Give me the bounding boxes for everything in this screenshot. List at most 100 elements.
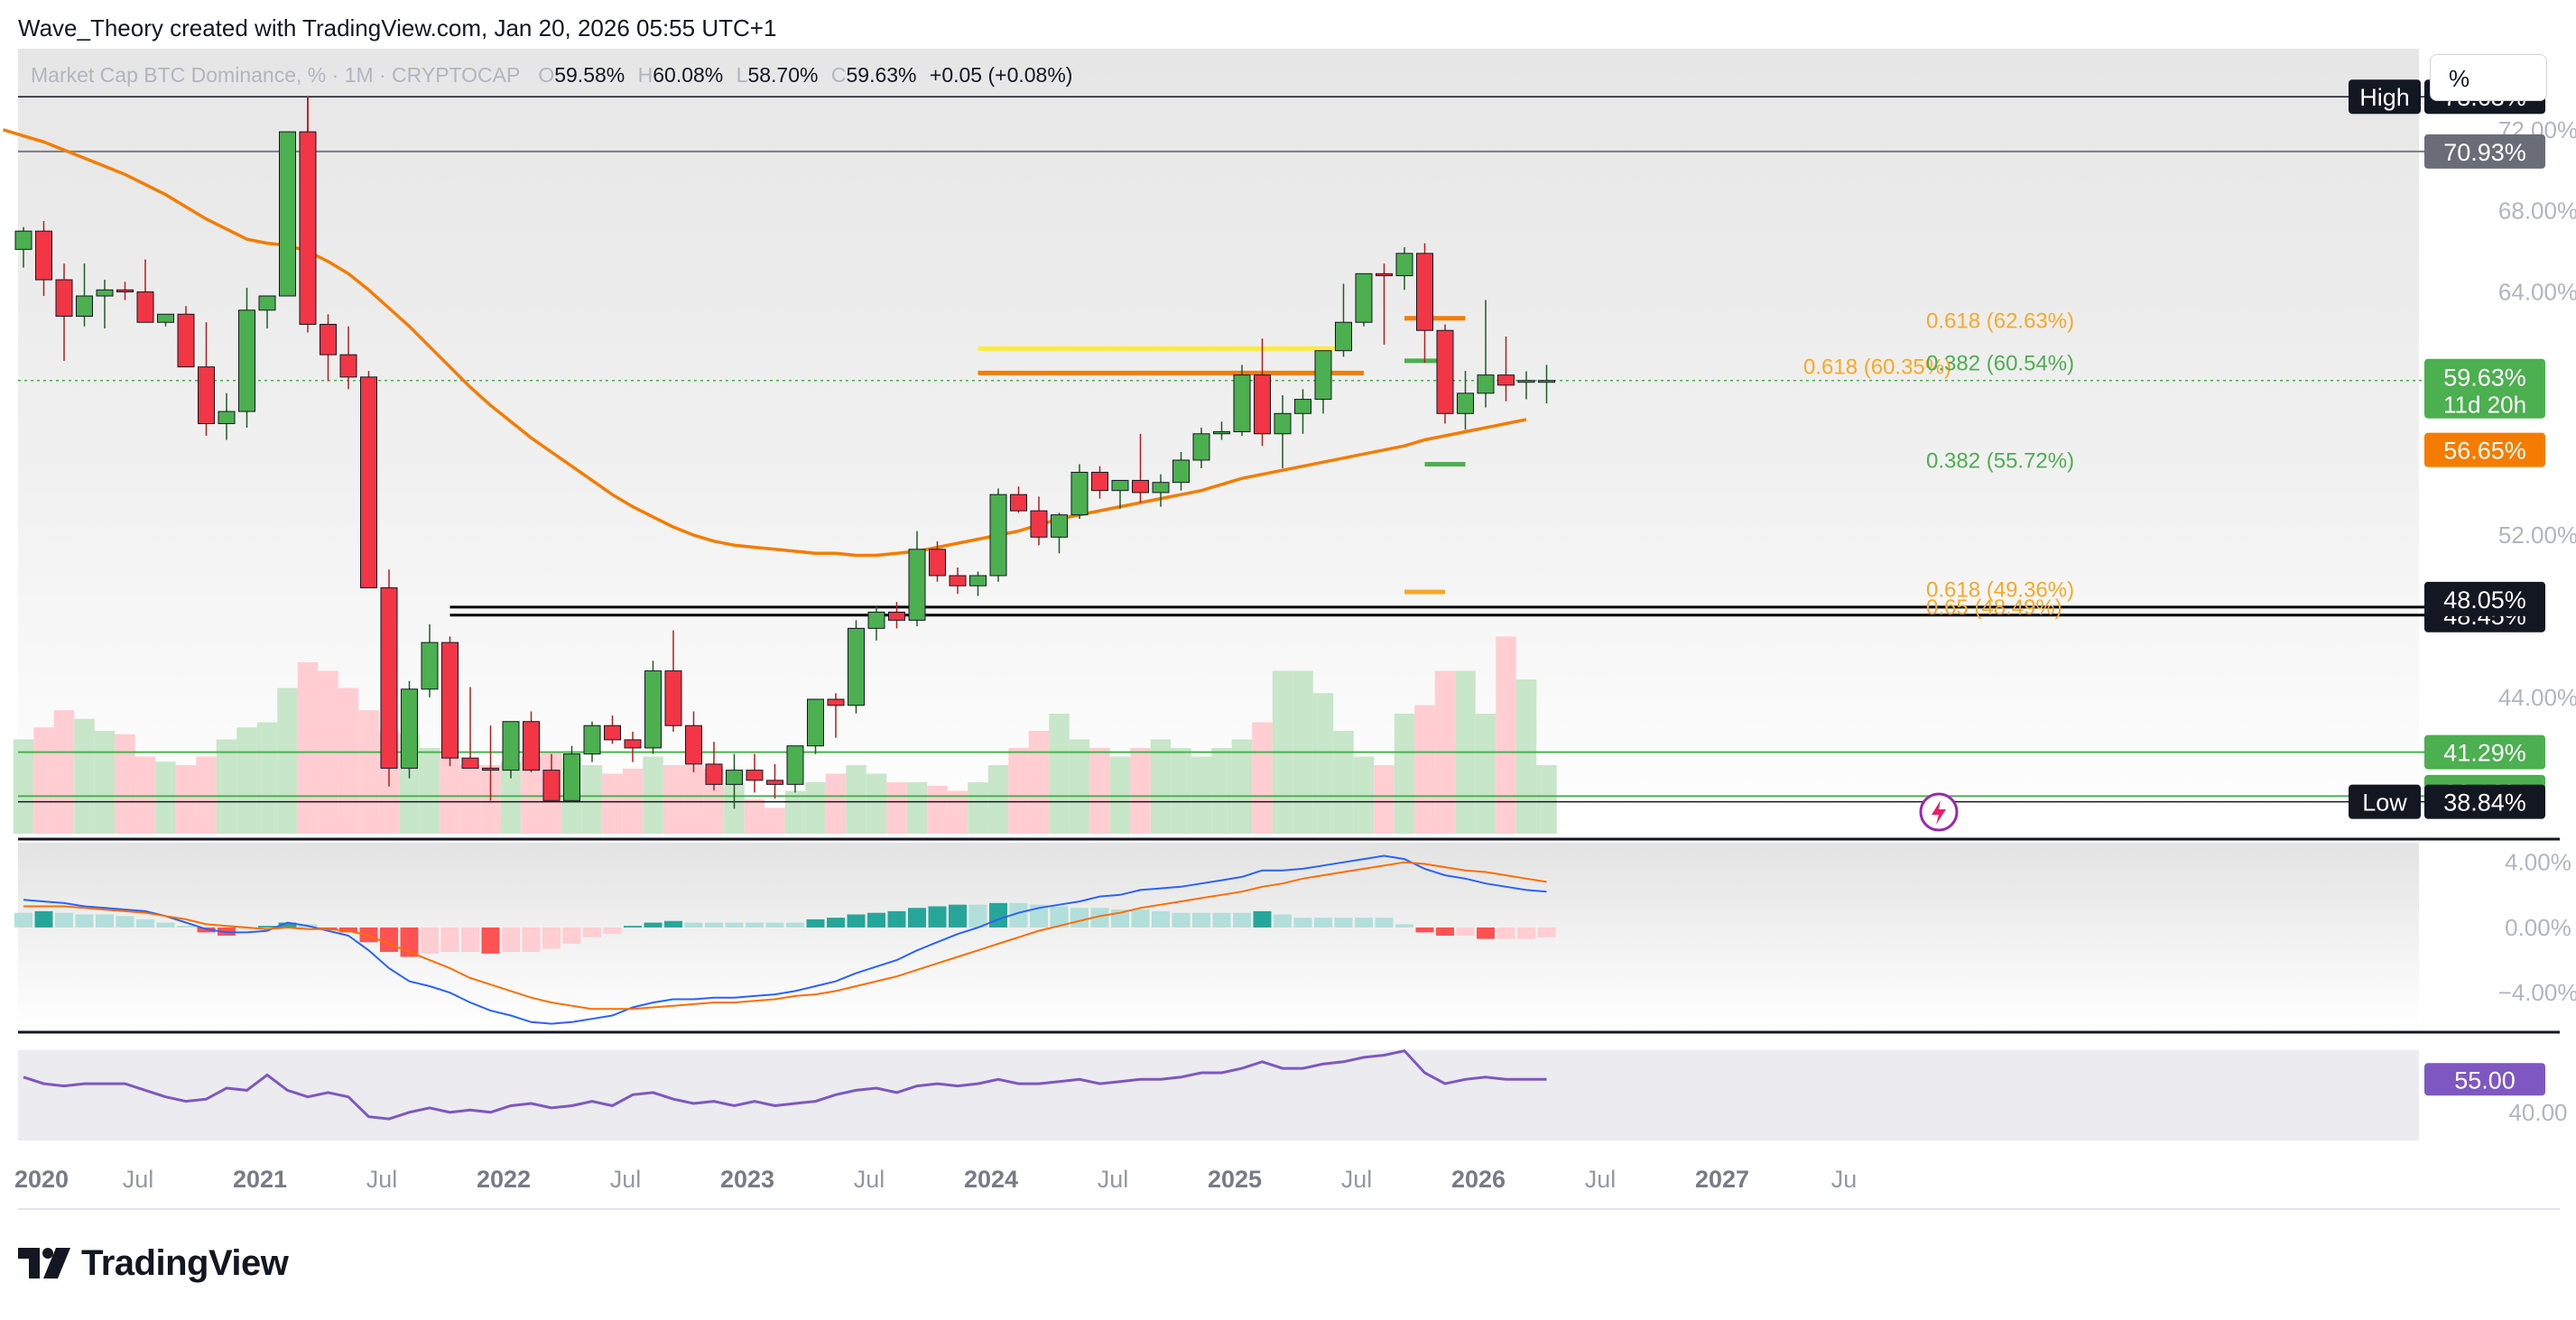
candle-body bbox=[1457, 392, 1474, 414]
candle-body bbox=[14, 230, 32, 250]
candle-body bbox=[401, 688, 418, 769]
candle-body bbox=[705, 763, 723, 785]
price-axis-label: 64.00% bbox=[2498, 279, 2576, 306]
indicator-area-bar bbox=[866, 773, 887, 834]
macd-histogram-bar bbox=[887, 910, 906, 928]
tradingview-logo-icon bbox=[18, 1248, 70, 1278]
indicator-area-bar bbox=[1252, 722, 1273, 834]
indicator-area-bar bbox=[338, 688, 359, 834]
fib-level-label: 0.618 (62.63%) bbox=[1926, 309, 2074, 333]
macd-histogram-bar bbox=[765, 922, 784, 928]
candle-body bbox=[299, 131, 317, 325]
fib-level-label: 0.65 (48.49%) bbox=[1926, 595, 2062, 620]
macd-histogram-bar bbox=[522, 927, 541, 953]
macd-axis-label: 0.00% bbox=[2505, 914, 2571, 941]
macd-histogram-bar bbox=[156, 922, 175, 928]
close-label: C bbox=[830, 63, 847, 87]
candle-body bbox=[726, 770, 743, 785]
candle-body bbox=[786, 745, 804, 785]
symbol-legend[interactable]: Market Cap BTC Dominance, % · 1M · CRYPT… bbox=[31, 63, 1072, 88]
indicator-area-bar bbox=[805, 782, 826, 834]
indicator-area-bar bbox=[155, 762, 176, 834]
macd-histogram-bar bbox=[624, 926, 642, 928]
candle-body bbox=[1314, 350, 1332, 401]
indicator-area-bar bbox=[927, 785, 948, 834]
candle-body bbox=[1416, 253, 1433, 331]
candle-body bbox=[583, 725, 601, 755]
macd-histogram-bar bbox=[746, 922, 764, 928]
indicator-area-bar bbox=[846, 765, 866, 834]
candle-body bbox=[624, 739, 642, 749]
macd-histogram-bar bbox=[989, 902, 1007, 928]
candle-body bbox=[1091, 471, 1108, 492]
candle-body bbox=[1376, 272, 1393, 277]
time-axis-label: Jul bbox=[854, 1166, 885, 1193]
level-name-bg bbox=[2349, 784, 2421, 819]
candle-body bbox=[1517, 380, 1535, 383]
indicator-area-bar bbox=[987, 765, 1009, 834]
indicator-area-bar bbox=[663, 765, 684, 834]
low-value: 58.70% bbox=[747, 63, 819, 87]
time-axis-label: 2027 bbox=[1695, 1166, 1749, 1193]
indicator-area-bar bbox=[1089, 748, 1110, 834]
indicator-area-bar bbox=[1008, 748, 1029, 834]
candle-body bbox=[1477, 374, 1495, 394]
indicator-area-bar bbox=[1171, 748, 1191, 834]
indicator-area-bar bbox=[33, 727, 54, 834]
time-axis-label: Jul bbox=[1585, 1166, 1617, 1193]
macd-histogram-bar bbox=[908, 908, 926, 928]
macd-histogram-bar bbox=[75, 914, 94, 928]
indicator-area-bar bbox=[236, 727, 257, 834]
alert-lightning-icon[interactable] bbox=[1919, 792, 1959, 832]
indicator-area-bar bbox=[94, 731, 116, 834]
time-axis-label: Jul bbox=[123, 1166, 154, 1193]
time-axis-label: 2020 bbox=[14, 1166, 69, 1193]
symbol-name: Market Cap BTC Dominance, % · 1M · CRYPT… bbox=[31, 63, 520, 87]
indicator-area-bar bbox=[1191, 756, 1212, 834]
candle-body bbox=[421, 642, 439, 690]
macd-histogram-bar bbox=[1395, 924, 1413, 928]
macd-axis-label: −4.00% bbox=[2498, 979, 2576, 1006]
indicator-area-bar bbox=[602, 773, 623, 834]
indicator-area-bar bbox=[1049, 714, 1070, 834]
candle-body bbox=[55, 279, 73, 317]
candle-body bbox=[360, 376, 377, 588]
level-price-tag: 41.29% bbox=[2443, 740, 2526, 767]
candle-body bbox=[1051, 514, 1068, 538]
candle-body bbox=[523, 721, 540, 771]
macd-histogram-bar bbox=[440, 927, 459, 953]
candle-body bbox=[848, 627, 865, 706]
unit-toggle-button[interactable]: % bbox=[2430, 54, 2547, 101]
candle-body bbox=[1213, 431, 1230, 435]
indicator-area-bar bbox=[134, 756, 156, 834]
price-axis-label: 44.00% bbox=[2498, 684, 2576, 711]
indicator-area-bar bbox=[825, 773, 847, 834]
time-axis-label: 2021 bbox=[233, 1166, 287, 1193]
candle-body bbox=[157, 313, 174, 323]
macd-histogram-bar bbox=[1293, 918, 1312, 928]
macd-histogram-bar bbox=[1090, 908, 1109, 928]
candle-body bbox=[1111, 479, 1129, 492]
indicator-area-bar bbox=[1394, 714, 1415, 834]
macd-histogram-bar bbox=[34, 910, 53, 928]
indicator-area-bar bbox=[13, 739, 34, 834]
candle-body bbox=[1538, 380, 1555, 383]
macd-histogram-bar bbox=[1030, 904, 1048, 928]
candle-body bbox=[1132, 479, 1149, 494]
indicator-area-bar bbox=[1515, 679, 1537, 834]
macd-histogram-bar bbox=[1537, 927, 1556, 937]
indicator-area-bar bbox=[216, 739, 237, 834]
macd-histogram-bar bbox=[928, 906, 947, 928]
macd-histogram-bar bbox=[867, 912, 885, 928]
macd-histogram-bar bbox=[258, 926, 276, 928]
indicator-area-bar bbox=[1536, 765, 1557, 834]
macd-histogram-bar bbox=[1233, 912, 1251, 928]
macd-histogram-bar bbox=[664, 920, 682, 928]
indicator-area-bar bbox=[521, 756, 542, 834]
price-axis-label: 68.00% bbox=[2498, 198, 2576, 225]
last-price-tag: 59.63% bbox=[2443, 365, 2526, 392]
candle-body bbox=[1335, 321, 1352, 352]
level-name-bg bbox=[2349, 79, 2421, 115]
candle-body bbox=[1010, 494, 1027, 512]
